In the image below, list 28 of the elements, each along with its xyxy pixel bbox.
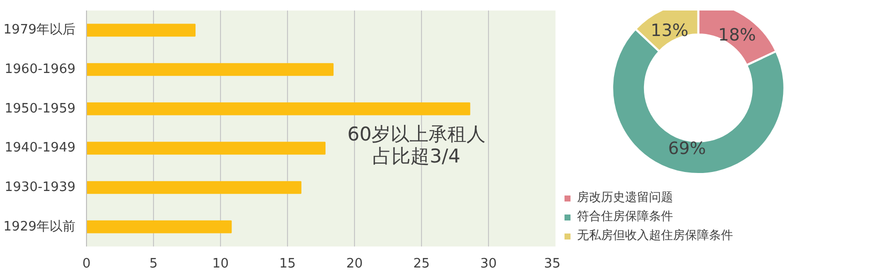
- bar: [86, 220, 232, 234]
- x-tick-label: 5: [149, 256, 158, 272]
- legend-label: 符合住房保障条件: [577, 208, 673, 225]
- y-tick-label: 1950-1959: [4, 101, 76, 116]
- data-label: 13%: [650, 21, 688, 42]
- bar: [86, 102, 470, 116]
- bar: [86, 142, 326, 155]
- legend-label: 房改历史遗留问题: [577, 189, 673, 206]
- x-tick-label: 30: [480, 256, 497, 272]
- data-label: 69%: [668, 139, 706, 160]
- y-tick-label: 1960-1969: [4, 62, 76, 77]
- bar: [86, 181, 302, 194]
- x-tick-label: 25: [413, 256, 430, 272]
- annotation: 占比超3/4: [372, 146, 460, 168]
- bar: [86, 63, 334, 76]
- legend-label: 无私房但收入超住房保障条件: [577, 227, 733, 244]
- bar: [86, 24, 196, 37]
- x-tick-label: 15: [279, 256, 296, 272]
- x-tick-label: 35: [544, 256, 561, 272]
- x-tick-label: 10: [212, 256, 229, 272]
- annotation: 60岁以上承租人: [347, 124, 486, 146]
- y-tick-label: 1979年以后: [3, 22, 76, 38]
- y-tick-label: 1940-1949: [4, 140, 76, 156]
- x-tick-label: 0: [82, 256, 91, 272]
- data-label: 18%: [718, 26, 756, 46]
- x-tick-label: 20: [346, 256, 363, 272]
- y-tick-label: 1929年以前: [3, 219, 76, 234]
- y-tick-label: 1930-1939: [4, 180, 76, 195]
